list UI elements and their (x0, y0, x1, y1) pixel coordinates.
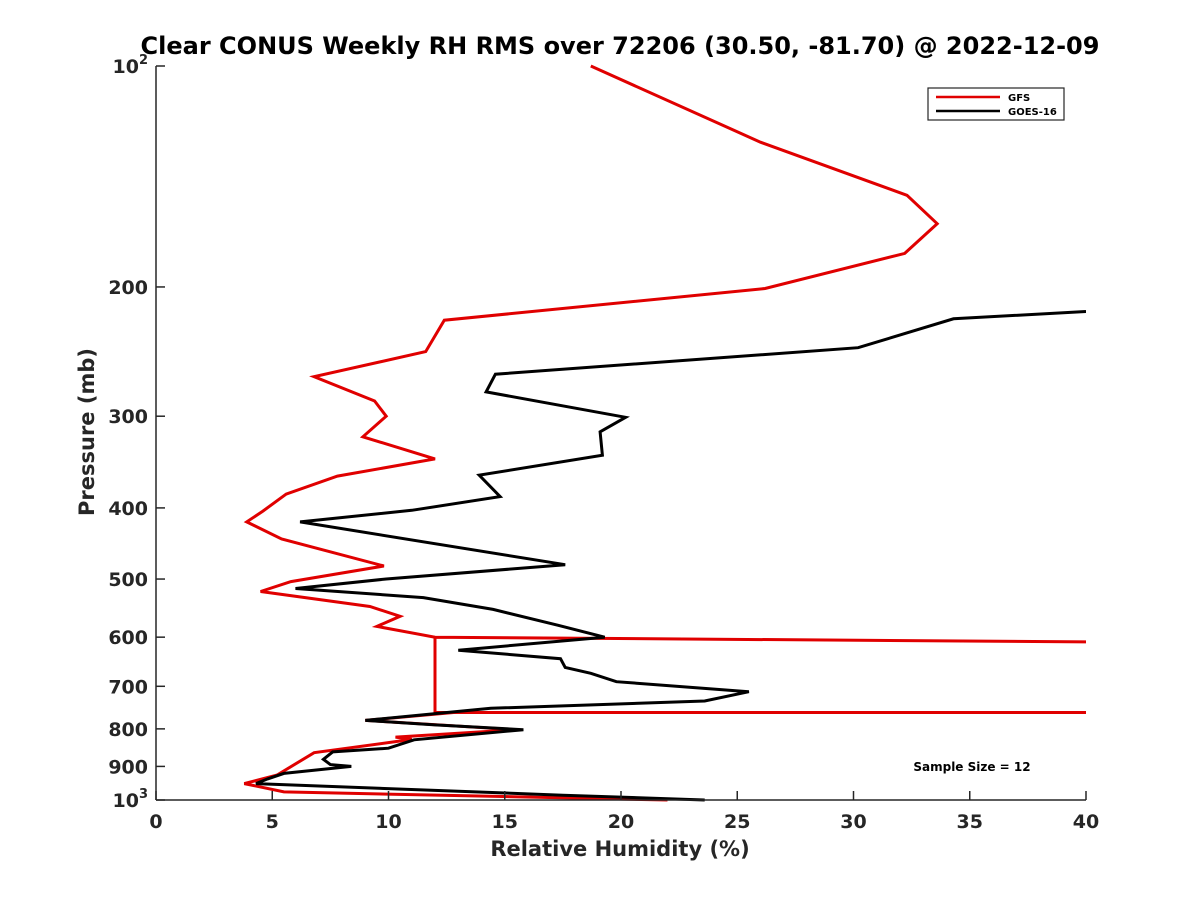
y-axis-label: Pressure (mb) (75, 348, 99, 516)
y-axis: 102 200 300 400 500 600 700 800 900 103 (108, 53, 165, 812)
legend-label: GOES-16 (1008, 107, 1057, 118)
x-tick-label: 30 (840, 811, 866, 833)
chart-title: Clear CONUS Weekly RH RMS over 72206 (30… (141, 32, 1100, 60)
y-tick-label: 200 (108, 277, 148, 299)
series-line-goes-16 (255, 310, 1086, 802)
y-tick-label: 102 (113, 53, 149, 78)
y-tick-label: 900 (108, 756, 148, 778)
y-tick-label: 500 (108, 569, 148, 591)
x-tick-label: 0 (149, 811, 162, 833)
y-tick-label: 600 (108, 627, 148, 649)
legend-box (927, 87, 1065, 121)
x-tick-label: 10 (375, 811, 401, 833)
plot-area (243, 64, 1086, 802)
x-axis: 0 5 10 15 20 25 30 35 40 (149, 791, 1099, 833)
y-tick-label: 400 (108, 498, 148, 520)
x-tick-label: 20 (608, 811, 634, 833)
x-tick-label: 15 (492, 811, 518, 833)
sample-size-annotation: Sample Size = 12 (913, 760, 1030, 774)
y-tick-label: 800 (108, 719, 148, 741)
x-tick-label: 35 (957, 811, 983, 833)
x-tick-label: 25 (724, 811, 750, 833)
y-tick-label: 103 (113, 787, 149, 812)
y-tick-label: 700 (108, 676, 148, 698)
y-tick-label: 300 (108, 406, 148, 428)
x-tick-label: 40 (1073, 811, 1099, 833)
x-axis-label: Relative Humidity (%) (490, 837, 749, 861)
series-line-gfs (243, 64, 1086, 802)
legend: GFS GOES-16 (927, 87, 1065, 121)
x-tick-label: 5 (266, 811, 279, 833)
legend-label: GFS (1008, 93, 1030, 104)
